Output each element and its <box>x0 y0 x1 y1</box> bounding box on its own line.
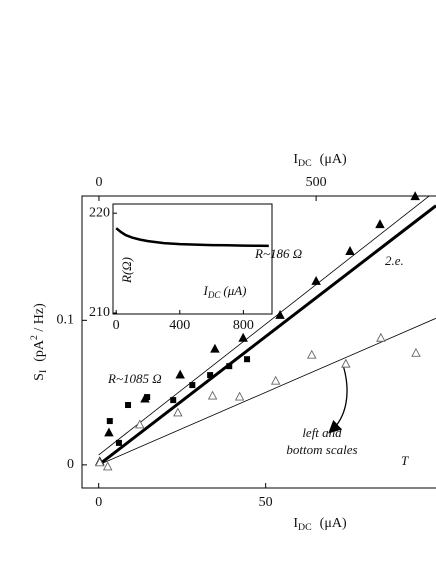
annotation: 2.e. <box>385 253 404 268</box>
x-tick-label: 0 <box>95 495 102 510</box>
label-part: S <box>32 373 47 381</box>
y-tick-label: 0.1 <box>57 313 75 328</box>
point <box>189 382 196 389</box>
label-part: DC <box>298 158 312 169</box>
label-part: (μA) <box>320 516 347 531</box>
label-part: (pA <box>32 339 47 362</box>
point <box>144 394 151 401</box>
annotation: left and <box>302 425 342 440</box>
x2-tick-label: 500 <box>306 175 327 190</box>
label-part: (μA) <box>223 283 246 298</box>
inset-x-tick-label: 800 <box>233 318 254 333</box>
annotation: T <box>401 453 409 468</box>
label-part: I <box>293 152 298 167</box>
point <box>125 402 132 409</box>
annotation: R~186 Ω <box>254 246 302 261</box>
label-part: I <box>203 283 209 298</box>
point <box>207 372 214 379</box>
label-part: (μA) <box>320 152 347 167</box>
point <box>170 397 177 404</box>
inset-x-label: IDC (μA) <box>203 283 247 300</box>
axis-label: IDC (μA) <box>293 516 347 533</box>
inset-x-tick-label: 400 <box>169 318 190 333</box>
point <box>345 246 355 255</box>
label-part: 2 <box>29 335 40 340</box>
point <box>375 219 385 229</box>
fit-line <box>98 196 430 456</box>
inset-x-tick-label: 0 <box>113 318 120 333</box>
point <box>307 349 317 359</box>
point <box>102 461 113 471</box>
arrow <box>328 364 348 434</box>
axis-label: IDC (μA) <box>293 152 347 169</box>
point <box>311 275 321 285</box>
axis-label: SI (pA2 / Hz) <box>29 303 49 381</box>
plot-frame <box>81 195 436 489</box>
point <box>341 358 351 368</box>
point <box>115 439 122 446</box>
x-tick-label: 50 <box>259 495 273 510</box>
annotation: R~1085 Ω <box>107 371 162 386</box>
y-tick-label: 0 <box>67 457 74 472</box>
point <box>106 418 113 425</box>
fit-line <box>98 317 436 466</box>
fit-line <box>97 204 436 467</box>
inset-frame <box>112 203 273 315</box>
point <box>411 347 421 357</box>
point <box>104 427 114 437</box>
point <box>94 457 105 467</box>
point <box>173 407 183 417</box>
annotation: bottom scales <box>286 442 357 457</box>
label-part: DC <box>207 290 221 300</box>
inset-y-tick-label: 220 <box>89 205 110 220</box>
label-part: I <box>293 516 298 531</box>
label-part: I <box>38 370 49 373</box>
inset-y-label: R(Ω) <box>119 257 134 284</box>
label-part: DC <box>298 522 312 533</box>
point <box>238 332 248 342</box>
point <box>410 191 420 201</box>
label-part: / Hz) <box>32 303 47 335</box>
point <box>376 332 386 342</box>
inset-y-tick-label: 210 <box>89 305 110 320</box>
point <box>207 390 218 400</box>
x2-tick-label: 0 <box>95 175 102 190</box>
point <box>275 309 285 319</box>
point <box>140 393 150 403</box>
point <box>270 375 281 385</box>
point <box>244 356 251 363</box>
point <box>175 369 185 379</box>
point <box>135 419 145 429</box>
point <box>210 343 220 353</box>
point <box>226 363 233 370</box>
point <box>234 391 245 401</box>
inset-curve <box>115 227 269 248</box>
